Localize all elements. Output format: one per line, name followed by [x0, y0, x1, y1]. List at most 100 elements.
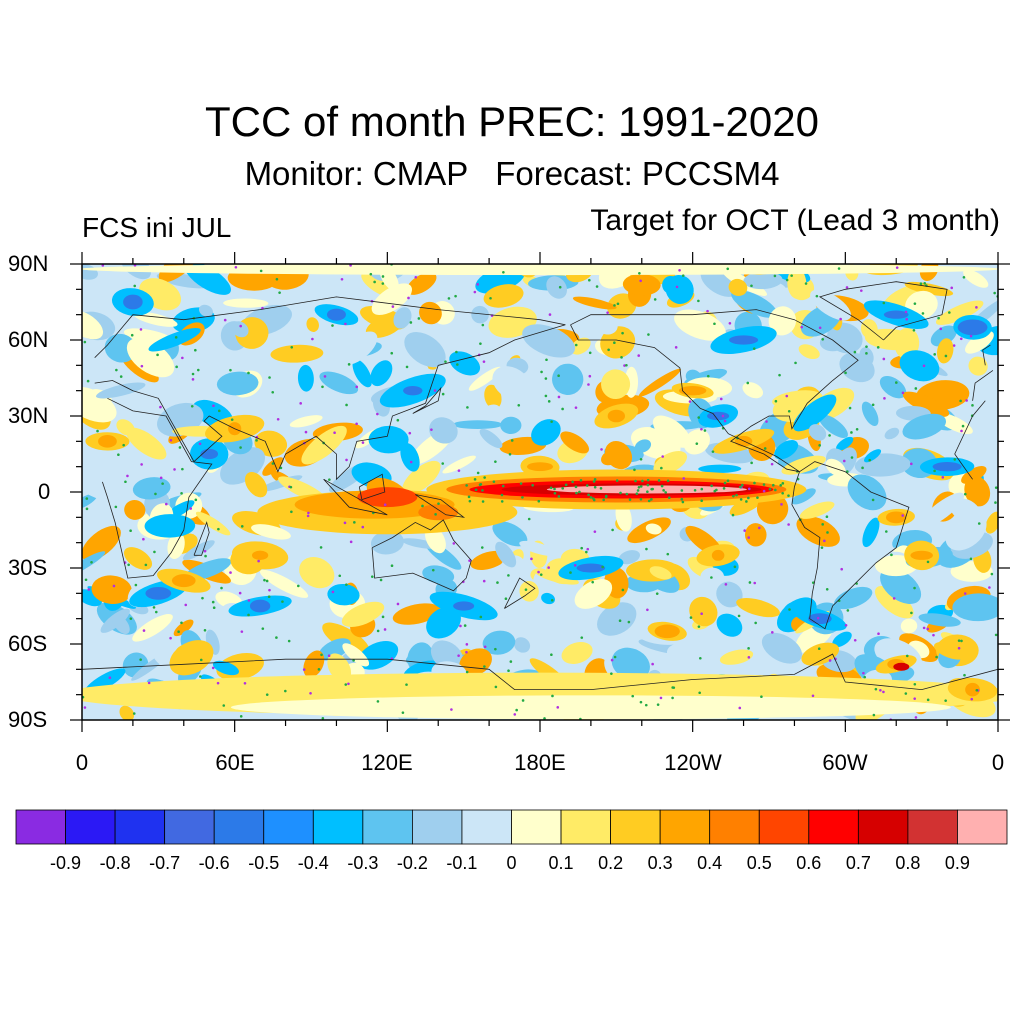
significance-dot [181, 467, 184, 471]
significance-dot [501, 484, 505, 488]
significance-dot [697, 625, 701, 628]
significance-dot [588, 374, 592, 378]
field-patch [319, 371, 359, 395]
significance-dot [483, 476, 486, 479]
field-patch [484, 384, 502, 409]
significance-dot [239, 446, 242, 449]
significance-dot [494, 460, 497, 463]
significance-dot [265, 693, 269, 696]
significance-dot [548, 313, 552, 316]
significance-dot [944, 354, 948, 358]
significance-dot [904, 310, 908, 314]
significance-dot [540, 370, 543, 374]
coastline [504, 577, 536, 609]
significance-dot [780, 503, 783, 506]
significance-dot [457, 469, 461, 472]
significance-dot [574, 343, 578, 347]
field-patch-positive [98, 435, 117, 448]
significance-dot [139, 328, 143, 331]
colorbar-swatch [213, 809, 265, 845]
significance-dot [302, 668, 306, 671]
correlation-field [82, 264, 998, 720]
field-patch [104, 333, 137, 363]
significance-dot [476, 283, 479, 286]
significance-dot [481, 489, 484, 492]
field-patch [716, 613, 743, 637]
significance-dot [466, 406, 469, 409]
field-patch-negative [883, 310, 909, 319]
significance-dot [223, 318, 227, 322]
significance-dot [544, 377, 548, 380]
field-patch [808, 424, 827, 441]
field-patch [861, 401, 879, 427]
field-patch [262, 457, 284, 476]
significance-dot [539, 573, 543, 576]
significance-dot [804, 282, 808, 285]
field-patch [638, 368, 681, 397]
field-patch [825, 458, 846, 477]
significance-dot [550, 598, 554, 602]
field-patch [297, 364, 314, 392]
field-patch-positive [711, 549, 725, 561]
field-patch-positive [526, 462, 554, 472]
field-patch [742, 382, 764, 399]
field-patch [254, 430, 288, 457]
field-patch [404, 332, 446, 368]
significance-dot [474, 488, 478, 492]
significance-dot [616, 302, 620, 306]
field-patch [899, 350, 940, 382]
significance-dot [373, 280, 376, 284]
significance-dot [787, 409, 791, 413]
significance-dot [765, 420, 768, 423]
field-patch [393, 307, 412, 329]
field-patch [402, 460, 441, 495]
significance-dot [450, 708, 453, 711]
significance-dot [631, 694, 635, 698]
significance-dot [865, 352, 868, 355]
significance-dot [494, 647, 497, 651]
significance-dot [651, 487, 654, 491]
significance-dot [271, 390, 275, 394]
significance-dot [414, 275, 418, 279]
significance-dot [353, 521, 356, 524]
significance-dot [259, 269, 263, 273]
field-patch [799, 501, 835, 519]
field-patch [492, 521, 528, 547]
field-patch [574, 579, 613, 609]
significance-dot [340, 277, 344, 281]
significance-dot [913, 302, 917, 305]
significance-dot [467, 495, 471, 499]
field-patch [514, 637, 531, 653]
field-patch [573, 509, 609, 538]
significance-dot [723, 481, 727, 485]
significance-dot [544, 394, 548, 398]
significance-dot [515, 708, 518, 712]
significance-dot [768, 487, 772, 491]
significance-dot [965, 399, 968, 402]
colorbar-label: -0.5 [248, 853, 280, 873]
field-patch [531, 419, 561, 446]
significance-dot [613, 341, 616, 345]
field-patch [744, 523, 767, 547]
significance-dot [557, 374, 560, 378]
significance-dot [482, 360, 486, 363]
significance-dot [129, 529, 132, 532]
significance-dot [201, 596, 204, 600]
coastline [570, 309, 859, 473]
field-patch [572, 296, 617, 310]
field-patch [406, 272, 437, 295]
field-patch [834, 586, 873, 610]
significance-dot [229, 571, 232, 574]
significance-dot [527, 517, 531, 521]
significance-dot [660, 466, 663, 470]
significance-dot [124, 480, 127, 484]
significance-dot [509, 660, 513, 663]
significance-dot [263, 578, 266, 582]
significance-dot [521, 699, 525, 702]
significance-dot [494, 685, 498, 689]
field-patch [124, 499, 146, 520]
colorbar-label: 0.6 [796, 853, 822, 873]
significance-dot [561, 407, 564, 411]
significance-dot [815, 294, 819, 298]
significance-dot [921, 312, 925, 315]
